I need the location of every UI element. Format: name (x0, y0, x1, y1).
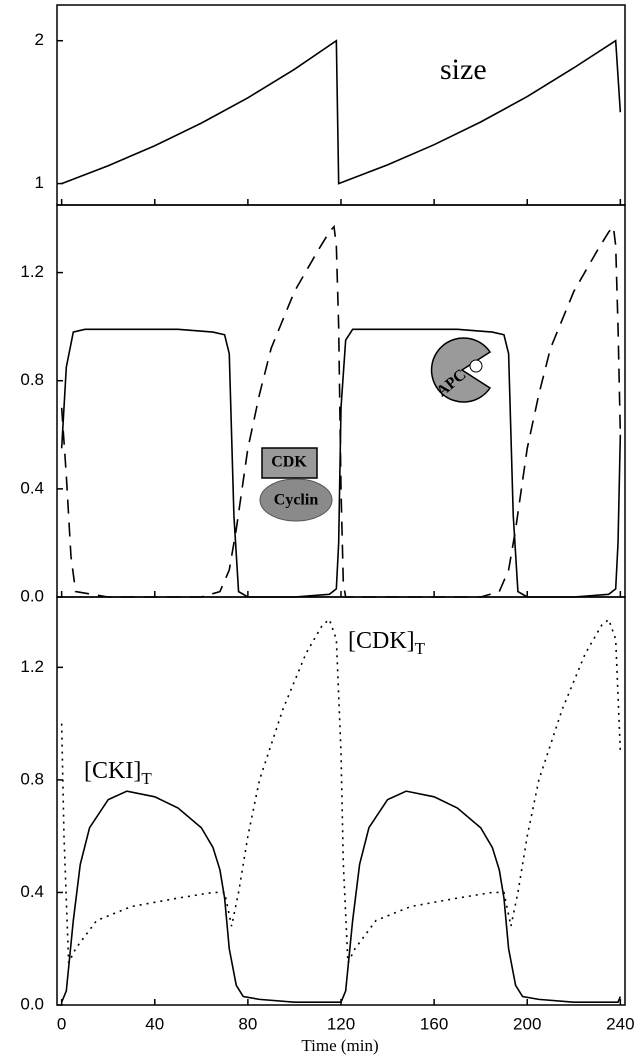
cyclin-icon (259, 478, 333, 522)
series-line (61, 39, 622, 185)
series-line (60, 328, 622, 598)
cdk-icon (261, 447, 318, 479)
annotation: [CKI]T (84, 758, 152, 788)
plot-frame (56, 596, 626, 1006)
annotation: Cyclin (274, 492, 319, 509)
series-line (60, 618, 622, 966)
x-axis-title: Time (min) (301, 1036, 378, 1055)
y-tick-label: 0.4 (20, 882, 44, 901)
series-line (60, 790, 622, 1003)
y-tick-label: 1.2 (20, 657, 44, 676)
y-tick-label: 0.0 (20, 586, 44, 605)
x-tick-label: 120 (327, 1014, 355, 1033)
annotation-subscript: T (141, 769, 152, 788)
annotation: size (440, 53, 487, 86)
y-tick-label: 1 (35, 173, 44, 192)
x-tick-label: 160 (420, 1014, 448, 1033)
annotation-text: [CDK] (348, 628, 415, 654)
x-tick-label: 0 (57, 1014, 66, 1033)
x-tick-label: 40 (145, 1014, 164, 1033)
annotation-text: [CKI] (84, 758, 141, 784)
x-tick-label: 200 (513, 1014, 541, 1033)
y-tick-label: 0.4 (20, 478, 44, 497)
y-tick-label: 0.8 (20, 370, 44, 389)
y-tick-label: 2 (35, 30, 44, 49)
y-tick-label: 0.0 (20, 994, 44, 1013)
annotation-subscript: T (415, 639, 426, 658)
y-tick-label: 0.8 (20, 769, 44, 788)
apc-icon (430, 337, 492, 403)
x-tick-label: 80 (238, 1014, 257, 1033)
y-tick-label: 1.2 (20, 262, 44, 281)
series-line (60, 224, 622, 598)
annotation: [CDK]T (348, 628, 426, 658)
plot-frame (56, 4, 626, 206)
annotation: CDK (271, 454, 307, 471)
x-tick-label: 240 (606, 1014, 634, 1033)
apc-eye (469, 359, 483, 373)
